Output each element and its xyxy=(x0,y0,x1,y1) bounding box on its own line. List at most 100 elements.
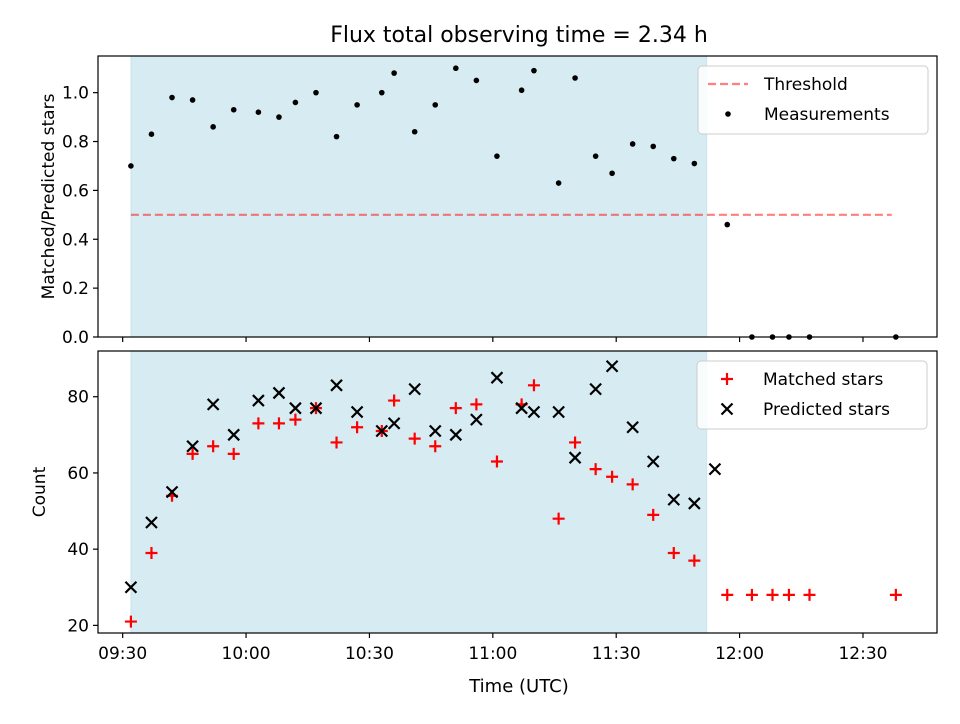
observing-window-shade xyxy=(130,350,708,634)
measurement-point xyxy=(609,170,615,177)
matched-star-point xyxy=(490,455,503,468)
matched-star-point xyxy=(330,436,343,449)
matched-star-point xyxy=(252,417,265,430)
measurement-point xyxy=(148,131,155,137)
matched-star-point xyxy=(803,588,816,601)
measurement-point xyxy=(169,94,175,101)
x-tick-label: 09:30 xyxy=(98,644,147,664)
measurement-point xyxy=(292,99,299,106)
measurement-point xyxy=(276,114,282,120)
predicted-star-point xyxy=(646,455,660,468)
legend-label: Measurements xyxy=(764,105,890,125)
y-tick-label: 0.4 xyxy=(62,230,89,250)
y-tick-label: 40 xyxy=(67,540,89,560)
measurement-point xyxy=(494,153,500,159)
matched-star-point xyxy=(721,588,734,601)
measurement-point xyxy=(531,67,537,74)
y-tick-label: 0.2 xyxy=(62,279,89,299)
y-tick-label: 0.8 xyxy=(62,133,89,153)
y-tick-label: 0.0 xyxy=(62,328,89,348)
predicted-star-point xyxy=(309,401,323,415)
observing-window-shade xyxy=(130,55,708,338)
measurement-point xyxy=(378,89,385,96)
x-tick-label: 10:00 xyxy=(222,644,271,664)
matched-star-point xyxy=(272,417,285,430)
predicted-star-point xyxy=(626,420,639,434)
measurement-point xyxy=(592,153,599,159)
measurement-point xyxy=(210,124,216,130)
predicted-star-point xyxy=(470,413,483,426)
measurement-point xyxy=(230,106,237,113)
measurement-point xyxy=(313,89,319,96)
legend-label: Predicted stars xyxy=(763,400,890,420)
matched-star-point xyxy=(782,588,795,601)
measurement-point xyxy=(391,70,397,76)
x-tick-label: 11:30 xyxy=(592,644,641,664)
matched-star-point xyxy=(552,512,565,525)
matched-star-point xyxy=(647,508,660,521)
matched-star-point xyxy=(227,447,240,460)
matched-star-point xyxy=(470,398,483,411)
predicted-star-point xyxy=(428,424,442,438)
predicted-star-point xyxy=(449,428,463,442)
predicted-star-point xyxy=(272,386,286,400)
legend-label: Matched stars xyxy=(763,370,883,390)
predicted-star-point xyxy=(165,485,179,499)
measurement-point xyxy=(411,128,418,135)
axes-frame xyxy=(97,55,938,338)
matched-star-point xyxy=(124,615,137,628)
measurement-point xyxy=(650,143,657,150)
measurement-point xyxy=(691,160,698,167)
matched-star-point xyxy=(626,478,639,491)
predicted-star-point xyxy=(387,417,401,430)
matched-star-point xyxy=(889,588,902,601)
matched-star-point xyxy=(766,588,779,601)
matched-star-point xyxy=(606,470,619,483)
matched-star-point xyxy=(569,436,582,449)
predicted-star-point xyxy=(124,580,138,594)
predicted-star-point xyxy=(527,405,541,419)
predicted-star-point xyxy=(227,428,240,442)
measurement-point xyxy=(255,109,262,115)
y-tick-label: 80 xyxy=(67,388,89,408)
measurement-point xyxy=(473,77,480,84)
legend-box xyxy=(697,65,929,135)
matched-star-point xyxy=(289,413,302,426)
measurement-point xyxy=(724,221,731,228)
matched-star-point xyxy=(589,463,602,476)
matched-star-point xyxy=(429,440,442,453)
predicted-star-point xyxy=(605,359,619,373)
predicted-star-point xyxy=(330,379,343,392)
predicted-star-point xyxy=(589,382,602,396)
matched-star-point xyxy=(388,394,401,407)
measurement-point xyxy=(453,65,459,72)
measurement-point xyxy=(670,155,677,162)
measurement-point xyxy=(555,180,562,186)
y-tick-label: 60 xyxy=(67,464,89,484)
matched-star-point xyxy=(449,402,462,415)
matched-star-point xyxy=(207,440,220,453)
predicted-star-point xyxy=(289,401,302,415)
axes-frame xyxy=(97,350,938,634)
measurement-point xyxy=(572,75,578,81)
x-tick-label: 11:00 xyxy=(468,644,517,664)
predicted-star-point xyxy=(408,382,421,396)
x-tick-label: 10:30 xyxy=(345,644,394,664)
measurement-point xyxy=(432,102,439,108)
measurement-point xyxy=(629,141,636,147)
legend-matched-swatch xyxy=(721,373,733,385)
matched-star-point xyxy=(667,546,680,559)
predicted-star-point xyxy=(688,497,701,510)
x-tick-label: 12:00 xyxy=(715,644,764,664)
matched-star-point xyxy=(351,421,364,434)
matched-star-point xyxy=(688,554,701,567)
predicted-star-point xyxy=(375,424,389,438)
matched-star-point xyxy=(745,588,758,601)
legend-predicted-swatch xyxy=(720,402,734,416)
predicted-star-point xyxy=(568,451,582,464)
predicted-star-point xyxy=(145,516,158,529)
predicted-star-point xyxy=(350,405,364,419)
